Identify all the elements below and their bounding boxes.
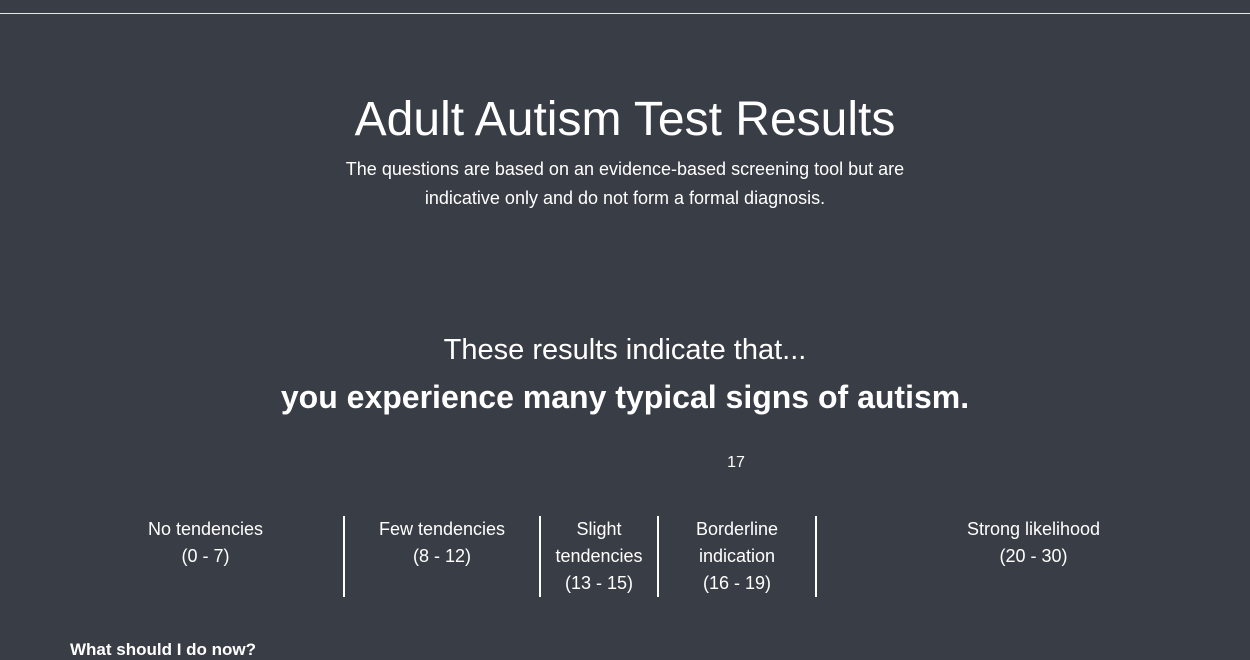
score-marker: 17 — [727, 454, 745, 471]
segment-range: (16 - 19) — [702, 573, 772, 593]
scale-segment-no-tendencies: No tendencies (0 - 7) — [68, 516, 345, 597]
segment-label: Strong likelihood — [966, 519, 1101, 539]
subtitle-line-1: The questions are based on an evidence-b… — [345, 159, 905, 179]
segment-label: Borderline — [695, 519, 779, 539]
result-intro: These results indicate that... — [443, 334, 807, 366]
scale-segment-borderline: Borderline indication (16 - 19) — [659, 516, 817, 597]
page-title: Adult Autism Test Results — [354, 93, 896, 146]
subtitle-line-2: indicative only and do not form a formal… — [424, 188, 826, 208]
scale-segment-slight-tendencies: Slight tendencies (13 - 15) — [541, 516, 659, 597]
segment-label: Slight — [576, 519, 622, 539]
top-divider — [0, 13, 1250, 14]
segment-range: (20 - 30) — [999, 546, 1068, 566]
scale-segment-strong-likelihood: Strong likelihood (20 - 30) — [817, 516, 1250, 597]
segment-range: (13 - 15) — [564, 573, 634, 593]
segment-label: Few tendencies — [378, 519, 506, 539]
segment-label-2: tendencies — [555, 546, 643, 566]
next-steps-heading: What should I do now? — [70, 640, 257, 659]
scale-segment-few-tendencies: Few tendencies (8 - 12) — [345, 516, 541, 597]
segment-label: No tendencies — [147, 519, 264, 539]
result-verdict: you experience many typical signs of aut… — [280, 379, 970, 415]
segment-label-2: indication — [698, 546, 776, 566]
page-subtitle: The questions are based on an evidence-b… — [0, 155, 1250, 213]
segment-range: (0 - 7) — [181, 546, 230, 566]
segment-range: (8 - 12) — [412, 546, 472, 566]
